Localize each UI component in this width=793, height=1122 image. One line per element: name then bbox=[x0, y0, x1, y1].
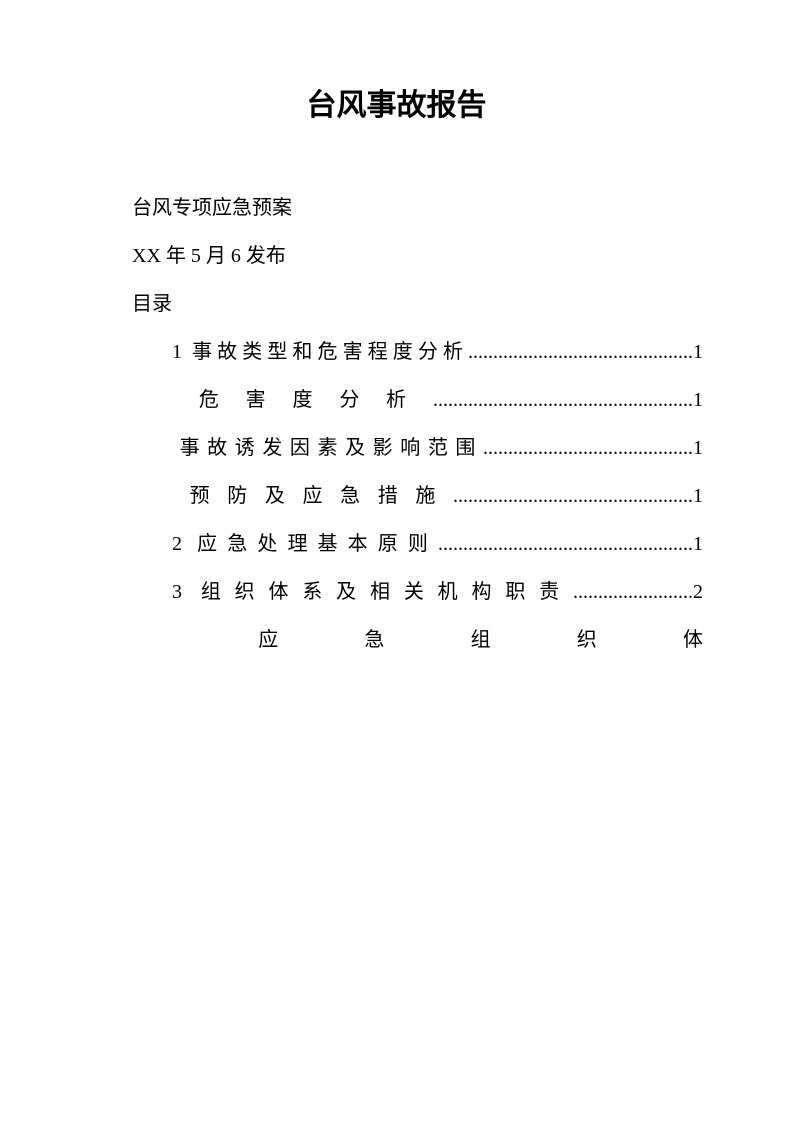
toc-text-5: 2 应急处理基本原则..............................… bbox=[172, 533, 703, 555]
toc-entry-5: 2 应急处理基本原则..............................… bbox=[90, 520, 703, 568]
intro-line-2: XX 年 5 月 6 发布 bbox=[90, 232, 703, 280]
toc-entry-1: 1 事故类型和危害程度分析...........................… bbox=[90, 328, 703, 376]
toc-entry-4: 预防及应急措施.................................… bbox=[90, 472, 703, 520]
toc-entry-3: 事故诱发因素及影响范围.............................… bbox=[90, 424, 703, 472]
intro-line-1: 台风专项应急预案 bbox=[90, 184, 703, 232]
toc-text-7: 应急组织体 bbox=[172, 629, 703, 651]
intro-line-3: 目录 bbox=[90, 280, 703, 328]
toc-entry-6: 3 组织体系及相关机构职责........................2 bbox=[90, 568, 703, 616]
toc-entry-2: 危害度分析...................................… bbox=[90, 376, 703, 424]
toc-entry-7: 应急组织体 bbox=[90, 616, 703, 664]
toc-text-1: 1 事故类型和危害程度分析...........................… bbox=[172, 341, 703, 363]
document-title: 台风事故报告 bbox=[90, 80, 703, 124]
toc-text-2: 危害度分析...................................… bbox=[172, 389, 703, 411]
toc-text-6: 3 组织体系及相关机构职责........................2 bbox=[172, 581, 703, 603]
toc-text-3: 事故诱发因素及影响范围.............................… bbox=[172, 437, 703, 459]
toc-text-4: 预防及应急措施.................................… bbox=[172, 485, 703, 507]
